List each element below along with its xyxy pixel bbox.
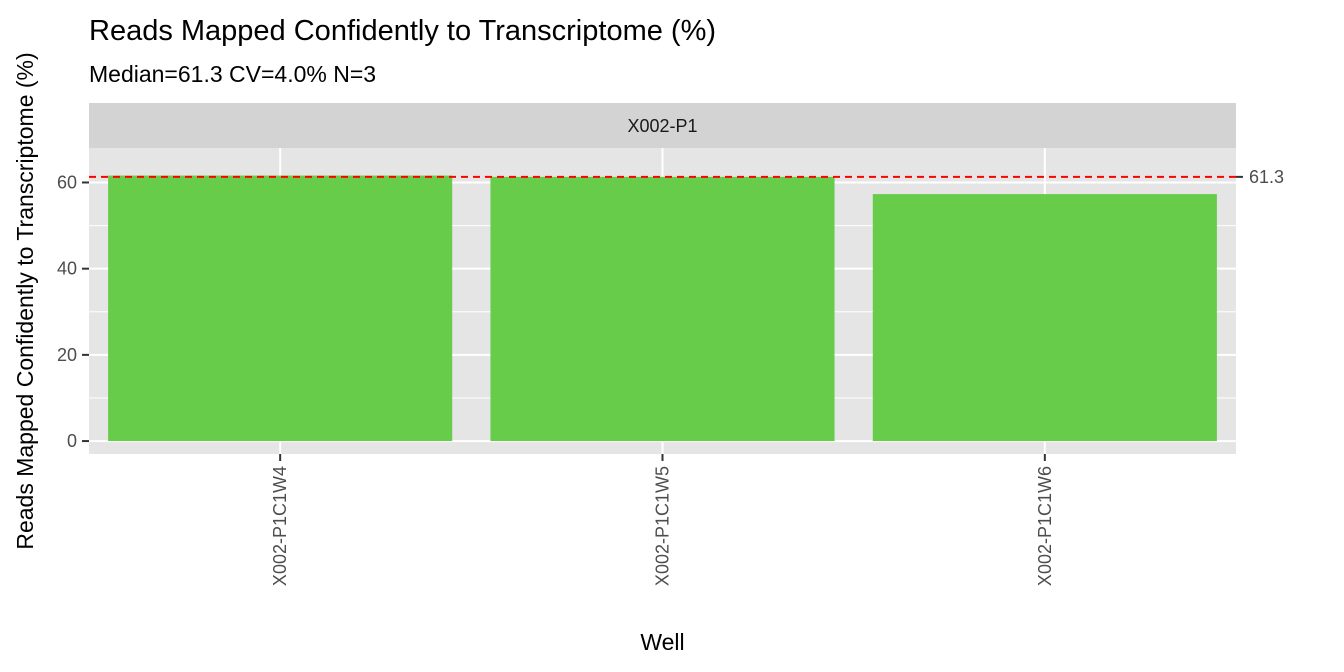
bar (872, 194, 1217, 442)
y-axis-title: Reads Mapped Confidently to Transcriptom… (12, 52, 38, 549)
facet-strip-label: X002-P1 (627, 116, 697, 136)
y-tick-label: 40 (57, 259, 77, 279)
reference-line-group: 61.3 (89, 167, 1284, 187)
x-tick-label: X002-P1C1W5 (653, 466, 673, 586)
y-axis: 0 20 40 60 (57, 172, 89, 451)
y-tick-label: 20 (57, 345, 77, 365)
x-axis: X002-P1C1W4 X002-P1C1W5 X002-P1C1W6 (270, 454, 1055, 586)
bars (108, 175, 1217, 442)
x-tick-label: X002-P1C1W6 (1035, 466, 1055, 586)
facet-strip (89, 103, 1236, 148)
chart-title: Reads Mapped Confidently to Transcriptom… (89, 15, 716, 47)
bar (108, 175, 453, 442)
reference-label: 61.3 (1249, 167, 1284, 187)
y-tick-label: 60 (57, 172, 77, 192)
x-axis-title: Well (640, 629, 684, 655)
bar (490, 176, 835, 442)
x-tick-label: X002-P1C1W4 (270, 466, 290, 586)
chart-subtitle: Median=61.3 CV=4.0% N=3 (89, 61, 376, 87)
y-tick-label: 0 (67, 431, 77, 451)
